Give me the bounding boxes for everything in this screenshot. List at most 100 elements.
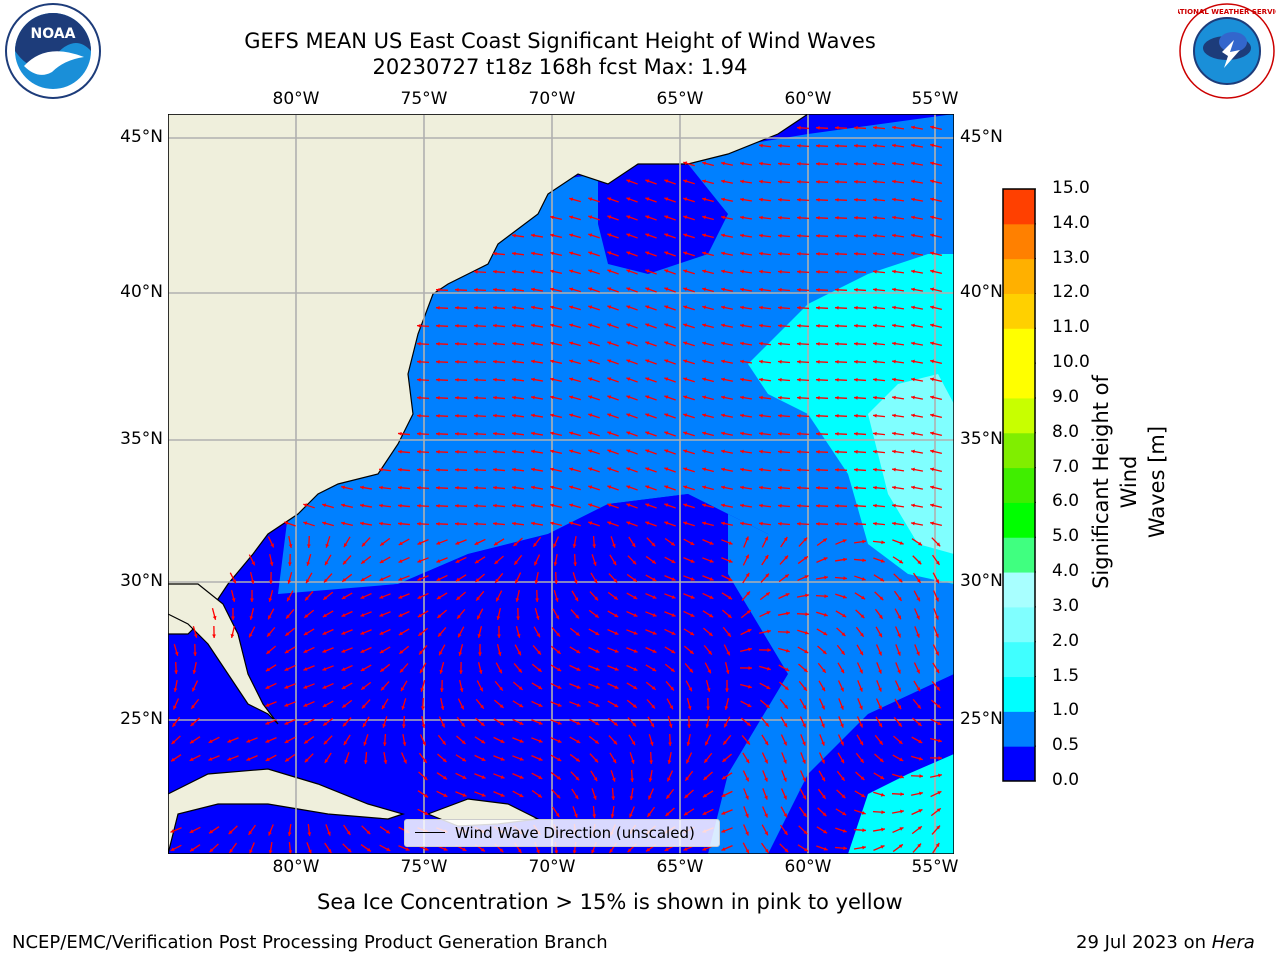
wave-arrow-head bbox=[588, 431, 593, 436]
wave-arrow-head bbox=[892, 287, 896, 292]
wave-arrow-head bbox=[835, 323, 839, 328]
wave-arrow-head bbox=[873, 467, 877, 472]
wave-arrow-head bbox=[816, 431, 820, 436]
wave-arrow-head bbox=[854, 521, 858, 526]
wave-arrow-head bbox=[797, 431, 801, 436]
wave-arrow-head bbox=[721, 197, 725, 202]
wave-arrow-head bbox=[576, 721, 581, 725]
wave-arrow-head bbox=[478, 652, 482, 656]
wave-arrow-head bbox=[306, 561, 311, 566]
wave-arrow-head bbox=[607, 431, 612, 435]
wave-arrow-head bbox=[708, 650, 712, 655]
lat-label-left: 30°N bbox=[120, 571, 163, 591]
wave-arrow-head bbox=[645, 449, 650, 453]
wave-arrow-head bbox=[803, 686, 807, 691]
wave-arrow-head bbox=[821, 687, 826, 692]
wave-arrow-head bbox=[740, 377, 744, 382]
wave-arrow-head bbox=[400, 668, 404, 673]
wave-arrow-head bbox=[835, 233, 839, 238]
wave-arrow-head bbox=[593, 579, 598, 584]
wave-arrow-head bbox=[232, 579, 236, 584]
wave-arrow-head bbox=[930, 431, 935, 436]
wave-arrow-head bbox=[727, 614, 732, 618]
wave-arrow-head bbox=[778, 161, 782, 166]
wave-arrow-head bbox=[778, 287, 782, 292]
wave-arrow-head bbox=[443, 847, 448, 851]
wave-arrow-head bbox=[531, 521, 535, 526]
wave-arrow-head bbox=[861, 595, 866, 600]
wave-arrow-head bbox=[455, 305, 459, 310]
wave-arrow-head bbox=[588, 413, 593, 418]
wave-arrow-head bbox=[759, 449, 763, 454]
wave-arrow-head bbox=[930, 485, 935, 490]
footer-host: Hera bbox=[1211, 932, 1255, 953]
wave-arrow-head bbox=[666, 794, 671, 799]
wave-arrow-head bbox=[536, 849, 540, 854]
wave-arrow-head bbox=[930, 467, 935, 472]
wave-arrow-head bbox=[588, 215, 593, 220]
wave-arrow-head bbox=[360, 577, 365, 581]
wave-arrow-head bbox=[555, 813, 560, 818]
lon-label-bottom: 65°W bbox=[656, 857, 704, 877]
wave-arrow-head bbox=[766, 611, 771, 615]
wave-arrow-head bbox=[495, 578, 499, 583]
wave-arrow-head bbox=[512, 467, 516, 472]
wave-arrow-head bbox=[721, 341, 725, 346]
wave-arrow-head bbox=[575, 776, 580, 781]
wave-arrow-head bbox=[916, 669, 920, 674]
wave-arrow-head bbox=[269, 580, 273, 584]
wave-arrow-head bbox=[550, 449, 555, 454]
wave-arrow-head bbox=[458, 651, 463, 656]
wave-arrow-head bbox=[689, 668, 693, 673]
wave-arrow-head bbox=[515, 598, 520, 602]
wave-arrow-head bbox=[550, 251, 555, 256]
wave-arrow-head bbox=[683, 197, 688, 202]
wave-arrow-head bbox=[493, 305, 497, 310]
wave-arrow-head bbox=[475, 578, 480, 582]
wave-arrow-head bbox=[380, 668, 385, 672]
wave-arrow-head bbox=[500, 721, 505, 726]
wave-arrow-head bbox=[443, 775, 448, 780]
wave-arrow-head bbox=[474, 269, 478, 274]
wave-arrow-head bbox=[324, 578, 328, 583]
wave-arrow-head bbox=[916, 633, 920, 638]
wave-arrow-head bbox=[683, 269, 688, 274]
wave-arrow-head bbox=[645, 215, 650, 219]
wave-arrow-head bbox=[493, 287, 497, 292]
lat-label-left: 35°N bbox=[120, 429, 163, 449]
lon-label-bottom: 60°W bbox=[784, 857, 832, 877]
wave-arrow-head bbox=[935, 615, 939, 620]
wave-arrow-head bbox=[746, 722, 751, 726]
wave-arrow-head bbox=[935, 579, 939, 584]
wave-arrow-head bbox=[557, 667, 562, 672]
wave-arrow-head bbox=[171, 757, 175, 762]
wave-arrow-head bbox=[455, 341, 459, 346]
wave-arrow-head bbox=[822, 538, 827, 543]
wave-arrow-head bbox=[422, 741, 426, 746]
wave-arrow-head bbox=[878, 705, 882, 710]
wave-arrow-head bbox=[607, 413, 612, 417]
wave-arrow-head bbox=[459, 688, 464, 692]
wave-arrow-head bbox=[417, 323, 421, 328]
wave-arrow-head bbox=[745, 572, 750, 577]
wave-arrow-head bbox=[938, 756, 942, 760]
wave-arrow-head bbox=[613, 578, 618, 583]
wave-arrow-head bbox=[379, 613, 384, 617]
wave-arrow-head bbox=[588, 233, 593, 238]
wave-arrow-head bbox=[892, 377, 896, 382]
wave-arrow-head bbox=[740, 395, 744, 400]
wave-arrow-head bbox=[709, 613, 714, 618]
wave-arrow-head bbox=[802, 723, 806, 728]
wave-arrow-head bbox=[633, 631, 638, 635]
wave-arrow-head bbox=[816, 377, 820, 382]
wave-arrow-head bbox=[835, 305, 839, 310]
wave-arrow-head bbox=[936, 825, 940, 830]
wave-arrow-head bbox=[607, 287, 612, 291]
wave-arrow-head bbox=[209, 829, 213, 834]
wave-arrow-head bbox=[322, 667, 327, 671]
wave-arrow-head bbox=[613, 595, 618, 600]
wave-arrow-head bbox=[899, 757, 904, 761]
wave-arrow-head bbox=[512, 521, 516, 526]
wave-arrow-head bbox=[721, 323, 725, 328]
wave-arrow-head bbox=[721, 305, 725, 310]
